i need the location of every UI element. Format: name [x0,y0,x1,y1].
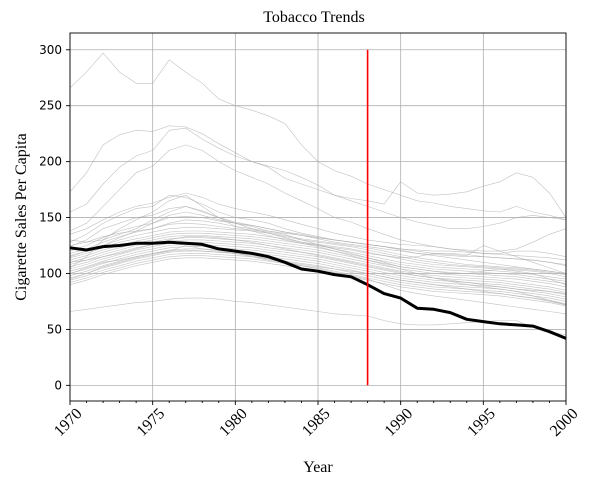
y-tick-label: 150 [39,211,62,225]
grid-lines [69,33,567,401]
y-tick-label: 200 [39,155,62,169]
control-series-line [69,211,567,274]
x-tick-label: 1985 [299,405,334,440]
x-axis-label: Year [303,459,333,476]
y-tick-label: 100 [39,266,62,280]
control-series-line [69,253,567,302]
control-series-line [69,206,567,285]
x-tick-label: 1980 [216,405,251,440]
control-series-line [69,250,567,300]
treated-series-line [69,240,567,340]
y-tick-label: 300 [39,43,62,57]
control-series-line [69,127,567,229]
x-axis-ticks: 1970 1975 1980 1985 1990 1995 2000 [51,401,582,440]
x-tick-label: 1970 [51,405,86,440]
y-axis-label: Cigarette Sales Per Capita [13,133,30,301]
control-series-line [69,52,567,221]
control-series-line [69,241,567,291]
y-axis-ticks: 0 50 100 150 200 250 300 [39,43,70,392]
control-series-line [69,219,567,261]
control-series-line [69,192,567,252]
control-series-line [69,235,567,282]
x-tick-label: 1995 [464,405,499,440]
y-tick-label: 0 [54,378,62,392]
control-series-line [69,227,567,275]
control-series-line [69,125,567,218]
control-series-line [69,194,567,306]
y-tick-label: 250 [39,99,62,113]
control-series-line [69,249,567,315]
control-series-line [69,246,567,295]
chart-title: Tobacco Trends [263,9,365,26]
control-series-line [69,244,567,293]
x-tick-label: 1990 [382,405,417,440]
x-tick-label: 2000 [547,405,582,440]
control-series-line [69,206,567,266]
control-series-line [69,245,567,306]
control-series-lines [69,52,567,336]
control-series-line [69,255,567,304]
y-tick-label: 50 [47,322,62,336]
treated-series [69,240,567,340]
x-tick-label: 1975 [134,405,169,440]
